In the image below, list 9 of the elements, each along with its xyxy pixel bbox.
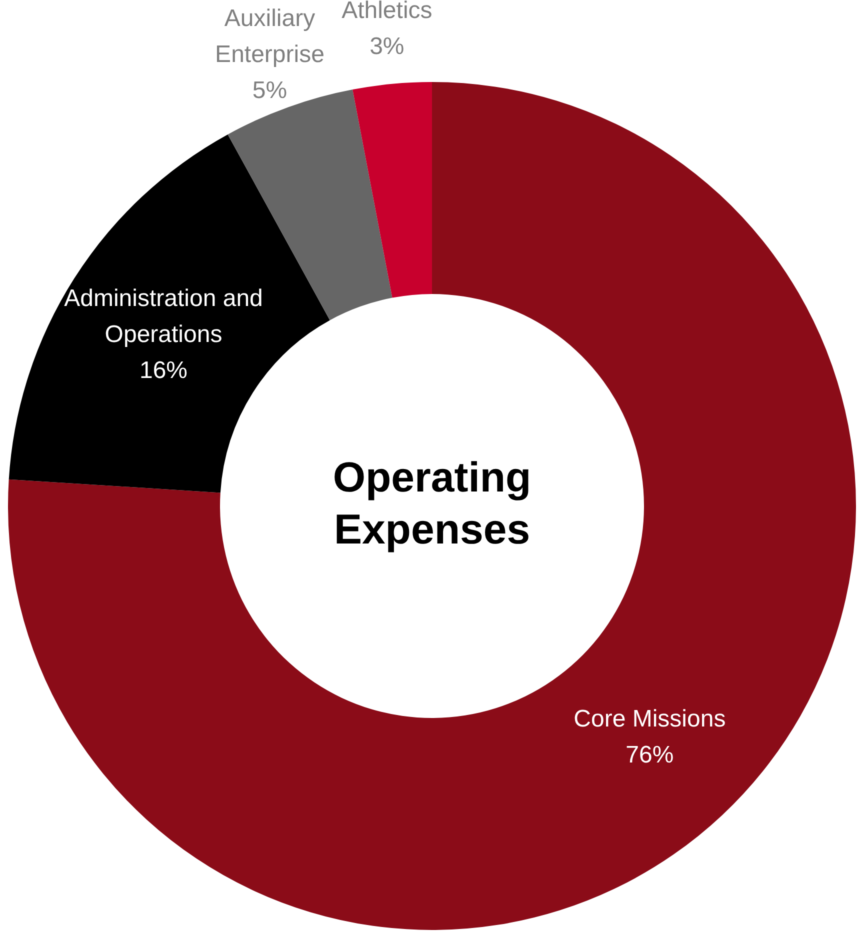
slice-label: Core Missions <box>574 705 726 732</box>
slice-label: Athletics <box>342 0 432 24</box>
data-label: 76% <box>626 741 674 768</box>
data-label: 3% <box>370 32 404 60</box>
slice-label: Administration and Operations <box>64 285 263 348</box>
data-label: 16% <box>139 357 188 384</box>
text: Operating Expenses <box>332 454 532 553</box>
slice-label: Auxiliary Enterprise <box>215 4 324 68</box>
data-label: 5% <box>252 76 288 104</box>
